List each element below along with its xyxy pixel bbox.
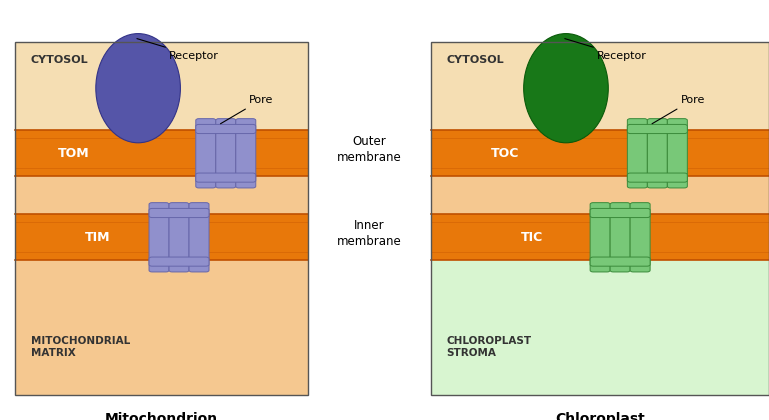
- FancyBboxPatch shape: [236, 118, 256, 188]
- FancyBboxPatch shape: [149, 202, 169, 272]
- Bar: [15, 176, 308, 214]
- Bar: [15, 130, 308, 176]
- Bar: [15, 214, 308, 260]
- Bar: [431, 176, 769, 214]
- Text: Outer
membrane: Outer membrane: [337, 134, 401, 164]
- FancyBboxPatch shape: [196, 118, 216, 188]
- FancyBboxPatch shape: [630, 202, 650, 272]
- Text: Chloroplast: Chloroplast: [555, 412, 644, 420]
- Text: MITOCHONDRIAL
MATRIX: MITOCHONDRIAL MATRIX: [31, 336, 130, 358]
- FancyBboxPatch shape: [149, 208, 209, 218]
- Text: Receptor: Receptor: [564, 39, 647, 61]
- FancyBboxPatch shape: [610, 202, 630, 272]
- Text: TOM: TOM: [58, 147, 90, 160]
- Text: Receptor: Receptor: [137, 39, 218, 61]
- FancyBboxPatch shape: [149, 257, 209, 266]
- Text: CYTOSOL: CYTOSOL: [31, 55, 88, 65]
- Bar: [431, 42, 769, 130]
- Text: CYTOSOL: CYTOSOL: [446, 55, 504, 65]
- FancyBboxPatch shape: [647, 118, 667, 188]
- Text: TIC: TIC: [521, 231, 543, 244]
- Text: TOC: TOC: [491, 147, 519, 160]
- Text: CHLOROPLAST
STROMA: CHLOROPLAST STROMA: [446, 336, 531, 358]
- Bar: [431, 260, 769, 395]
- FancyBboxPatch shape: [216, 118, 236, 188]
- FancyBboxPatch shape: [628, 124, 687, 134]
- Text: Mitochondrion: Mitochondrion: [105, 412, 218, 420]
- Ellipse shape: [524, 34, 608, 143]
- FancyBboxPatch shape: [628, 173, 687, 182]
- FancyBboxPatch shape: [196, 173, 256, 182]
- FancyBboxPatch shape: [169, 202, 189, 272]
- Bar: [431, 214, 769, 260]
- FancyBboxPatch shape: [189, 202, 209, 272]
- FancyBboxPatch shape: [590, 202, 610, 272]
- Bar: [431, 130, 769, 176]
- Ellipse shape: [96, 34, 181, 143]
- FancyBboxPatch shape: [628, 118, 647, 188]
- FancyBboxPatch shape: [590, 257, 650, 266]
- Text: TIM: TIM: [85, 231, 110, 244]
- FancyBboxPatch shape: [196, 124, 256, 134]
- FancyBboxPatch shape: [667, 118, 687, 188]
- Text: Inner
membrane: Inner membrane: [337, 218, 401, 248]
- FancyBboxPatch shape: [590, 208, 650, 218]
- Text: Pore: Pore: [652, 95, 704, 124]
- Bar: [15, 260, 308, 395]
- Text: Pore: Pore: [221, 95, 273, 124]
- Bar: [15, 42, 308, 130]
